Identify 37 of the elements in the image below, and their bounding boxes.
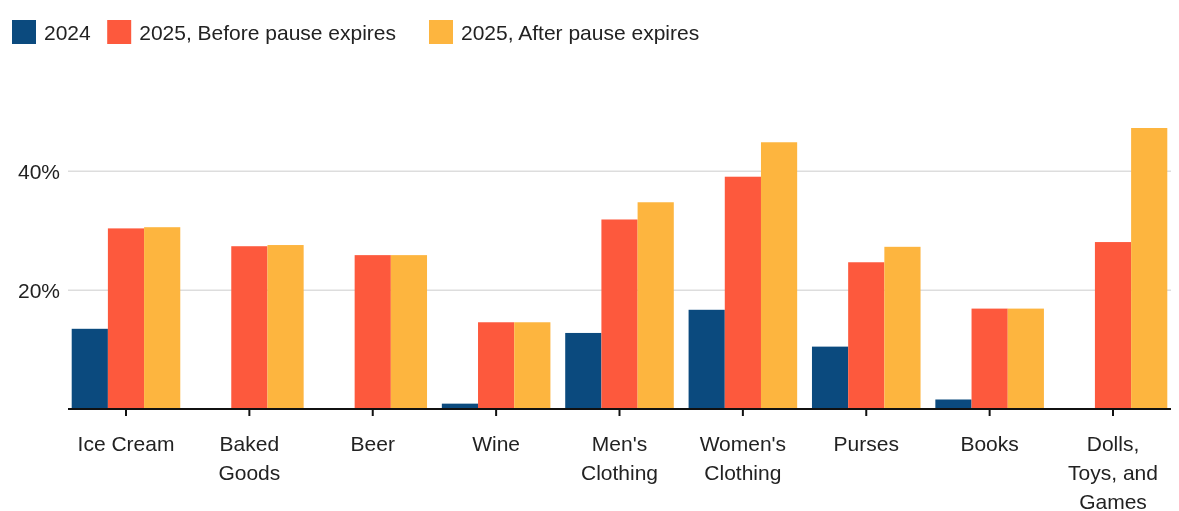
bar <box>637 202 674 409</box>
legend-label: 2025, After pause expires <box>461 21 700 44</box>
bar <box>601 219 638 409</box>
bar <box>884 246 921 409</box>
x-tick-label: Books <box>960 432 1019 455</box>
x-tick-label: Ice Cream <box>77 432 175 455</box>
bar <box>935 399 972 409</box>
bar <box>565 332 602 409</box>
x-tick-label: Dolls, Toys, and Games <box>1068 432 1158 511</box>
x-tick-label: Wine <box>472 432 521 455</box>
x-tick-label: Purses <box>833 432 899 455</box>
bar <box>354 255 391 409</box>
bar <box>688 309 725 409</box>
bar <box>231 246 268 409</box>
bar <box>724 176 761 409</box>
bar <box>390 255 428 409</box>
bar <box>107 228 145 409</box>
bar <box>478 322 515 409</box>
y-tick-label: 20% <box>17 278 60 302</box>
bar <box>71 328 108 409</box>
x-tick-label: Baked Goods <box>218 432 281 484</box>
bar <box>848 262 885 409</box>
bar <box>1007 308 1044 409</box>
bar <box>971 308 1008 409</box>
bar <box>1094 242 1132 409</box>
bar <box>760 142 798 409</box>
bar <box>514 322 551 409</box>
bar <box>1131 128 1168 409</box>
legend-label: 2025, Before pause expires <box>139 21 397 44</box>
bar <box>144 227 181 409</box>
x-tick-label: Beer <box>350 432 395 455</box>
bar <box>811 346 849 409</box>
x-tick-label: Men's Clothing <box>580 432 659 484</box>
y-tick-label: 40% <box>17 159 60 183</box>
x-tick-label: Women's Clothing <box>699 432 787 484</box>
legend-label: 2024 <box>44 21 92 44</box>
bar <box>267 245 304 409</box>
